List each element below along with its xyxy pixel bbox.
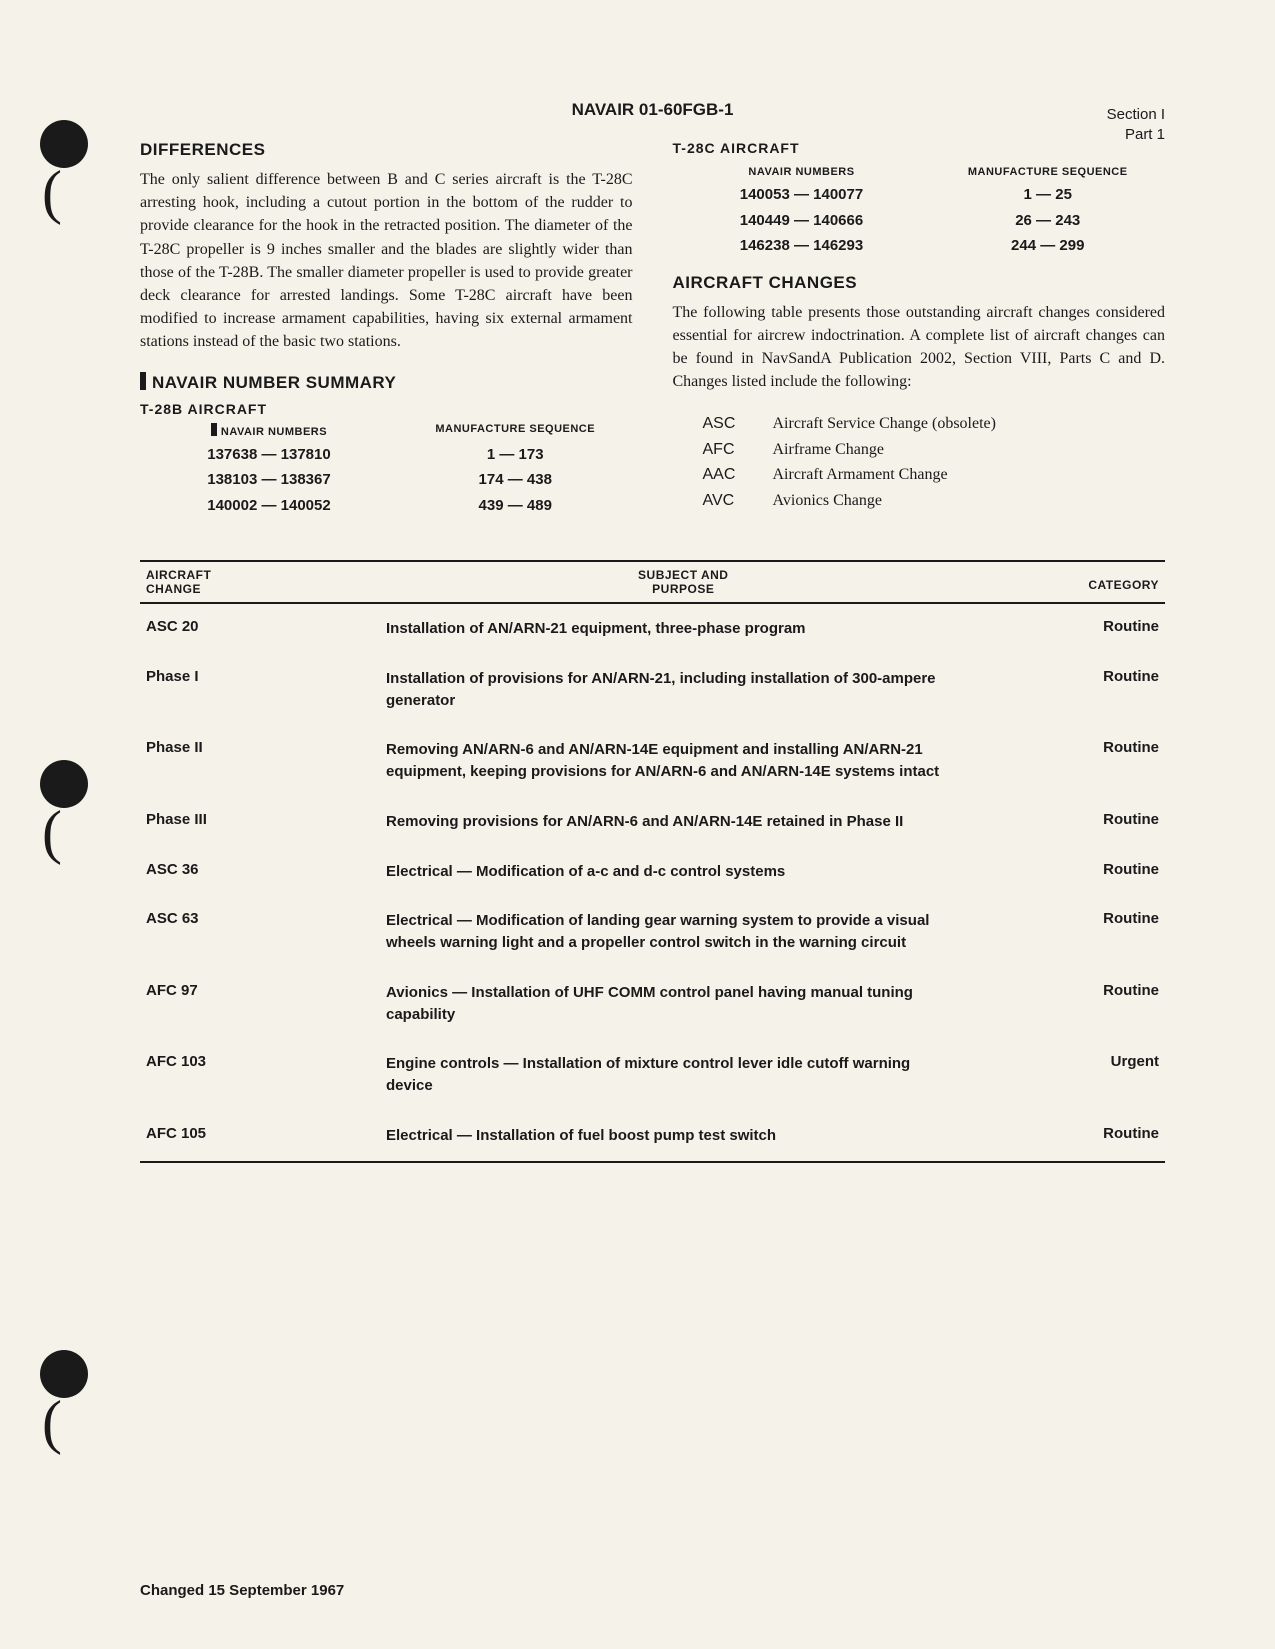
footer-changed-date: Changed 15 September 1967 <box>140 1582 344 1599</box>
t28b-table: NAVAIR NUMBERS MANUFACTURE SEQUENCE 1376… <box>140 423 633 519</box>
table-row: 140053 — 1400771 — 25 <box>673 182 1166 208</box>
section-line1: Section I <box>1107 105 1165 125</box>
table-row: 138103 — 138367174 — 438 <box>140 467 633 493</box>
col-manufacture-seq: MANUFACTURE SEQUENCE <box>930 166 1165 178</box>
code-row: ASCAircraft Service Change (obsolete) <box>673 411 1166 437</box>
left-column: DIFFERENCES The only salient difference … <box>140 140 633 532</box>
col-navair-numbers: NAVAIR NUMBERS <box>140 423 398 438</box>
col-aircraft-change: AIRCRAFTCHANGE <box>140 568 386 596</box>
punch-mark: ( <box>40 1350 88 1440</box>
table-row: ASC 20Installation of AN/ARN-21 equipmen… <box>140 604 1165 654</box>
changes-table: AIRCRAFTCHANGE SUBJECT ANDPURPOSE CATEGO… <box>140 560 1165 1163</box>
section-line2: Part 1 <box>1107 125 1165 145</box>
table-row: AFC 105Electrical — Installation of fuel… <box>140 1111 1165 1163</box>
heading-differences: DIFFERENCES <box>140 140 633 160</box>
code-row: AVCAvionics Change <box>673 488 1166 514</box>
punch-mark: ( <box>40 760 88 850</box>
punch-mark: ( <box>40 120 88 210</box>
col-category: CATEGORY <box>981 568 1166 596</box>
table-row: ASC 63Electrical — Modification of landi… <box>140 896 1165 968</box>
section-label: Section I Part 1 <box>1107 105 1165 144</box>
table-row: Phase IIIRemoving provisions for AN/ARN-… <box>140 797 1165 847</box>
doc-number: NAVAIR 01-60FGB-1 <box>140 100 1165 120</box>
code-row: AFCAirframe Change <box>673 437 1166 463</box>
right-column: T-28C AIRCRAFT NAVAIR NUMBERS MANUFACTUR… <box>673 140 1166 532</box>
table-row: 146238 — 146293244 — 299 <box>673 233 1166 259</box>
differences-para: The only salient difference between B an… <box>140 168 633 354</box>
table-row: 140002 — 140052439 — 489 <box>140 493 633 519</box>
col-subject-purpose: SUBJECT ANDPURPOSE <box>386 568 981 596</box>
col-manufacture-seq: MANUFACTURE SEQUENCE <box>398 423 633 438</box>
table-row: Phase IIRemoving AN/ARN-6 and AN/ARN-14E… <box>140 725 1165 797</box>
table-row: 137638 — 1378101 — 173 <box>140 442 633 468</box>
heading-navair-summary: NAVAIR NUMBER SUMMARY <box>140 372 633 393</box>
heading-t28c: T-28C AIRCRAFT <box>673 140 1166 156</box>
table-row: ASC 36Electrical — Modification of a-c a… <box>140 847 1165 897</box>
heading-t28b: T-28B AIRCRAFT <box>140 401 633 417</box>
t28c-table: NAVAIR NUMBERS MANUFACTURE SEQUENCE 1400… <box>673 166 1166 259</box>
code-row: AACAircraft Armament Change <box>673 462 1166 488</box>
table-row: Phase IInstallation of provisions for AN… <box>140 654 1165 726</box>
table-row: AFC 103Engine controls — Installation of… <box>140 1039 1165 1111</box>
col-navair-numbers: NAVAIR NUMBERS <box>673 166 931 178</box>
table-row: 140449 — 14066626 — 243 <box>673 208 1166 234</box>
aircraft-changes-para: The following table presents those outst… <box>673 301 1166 394</box>
heading-aircraft-changes: AIRCRAFT CHANGES <box>673 273 1166 293</box>
change-code-list: ASCAircraft Service Change (obsolete)AFC… <box>673 411 1166 513</box>
table-row: AFC 97Avionics — Installation of UHF COM… <box>140 968 1165 1040</box>
